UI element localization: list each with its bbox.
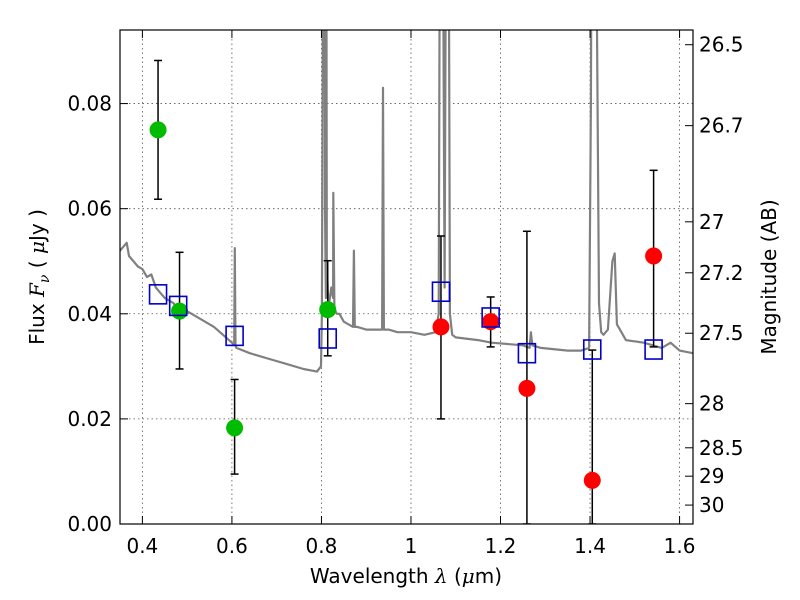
error-bars — [154, 59, 658, 524]
model-square-marker — [517, 342, 537, 364]
red-data-point — [518, 379, 536, 397]
magnitude-tick-label: 30 — [699, 493, 724, 517]
model-square-marker — [168, 295, 188, 317]
x-tick-label: 1.2 — [485, 534, 517, 558]
model-square-marker — [481, 307, 500, 328]
x-tick-label: 0.4 — [126, 534, 158, 558]
x-axis: 0.4 0.6 0.8 1 1.2 1.4 1.6 — [126, 30, 695, 558]
red-data-point — [583, 471, 601, 489]
grid-lines — [120, 30, 693, 525]
x-tick-label: 1.4 — [574, 534, 606, 558]
magnitude-tick-label: 27 — [699, 210, 724, 234]
y-tick-label: 0.08 — [67, 92, 112, 116]
magnitude-tick-label: 28 — [699, 392, 724, 416]
x-tick-label: 1.6 — [664, 534, 696, 558]
red-data-point — [645, 247, 663, 265]
y-tick-label: 0.04 — [67, 302, 112, 326]
model-square-marker — [148, 284, 168, 305]
green-data-point — [149, 121, 167, 139]
data-markers — [148, 121, 663, 489]
y-tick-label: 0.06 — [67, 197, 112, 221]
magnitude-axis: 26.5 26.7 27 27.2 27.5 28 28.5 29 30 — [685, 33, 744, 517]
magnitude-tick-label: 29 — [699, 464, 724, 488]
red-data-point — [432, 318, 450, 336]
model-square-marker — [431, 281, 451, 303]
x-tick-label: 1 — [405, 534, 418, 558]
green-data-point — [171, 302, 189, 320]
magnitude-axis-label: Magnitude (AB) — [757, 199, 781, 354]
plot-frame — [119, 29, 694, 525]
model-spectrum — [120, 30, 693, 373]
model-square-marker — [225, 325, 244, 347]
x-axis-label: Wavelength λ (μm) — [310, 564, 502, 588]
green-data-point — [226, 419, 244, 437]
model-square-marker — [582, 339, 602, 360]
x-tick-label: 0.8 — [306, 534, 338, 558]
model-square-marker — [318, 328, 338, 349]
magnitude-tick-label: 27.5 — [699, 321, 744, 345]
y-axis-label: Flux Fν ( μJy ) — [25, 209, 53, 345]
green-data-point — [319, 301, 337, 319]
model-spectrum-line — [120, 30, 693, 373]
magnitude-tick-label: 27.2 — [699, 261, 744, 285]
model-square-marker — [644, 339, 663, 360]
y-tick-label: 0.00 — [67, 512, 112, 536]
y-tick-label: 0.02 — [67, 407, 112, 431]
magnitude-tick-label: 26.7 — [699, 114, 744, 138]
magnitude-tick-label: 28.5 — [699, 436, 744, 460]
x-tick-label: 0.6 — [216, 534, 248, 558]
y-axis: 0.00 0.02 0.04 0.06 0.08 — [67, 92, 128, 536]
magnitude-tick-label: 26.5 — [699, 33, 744, 57]
